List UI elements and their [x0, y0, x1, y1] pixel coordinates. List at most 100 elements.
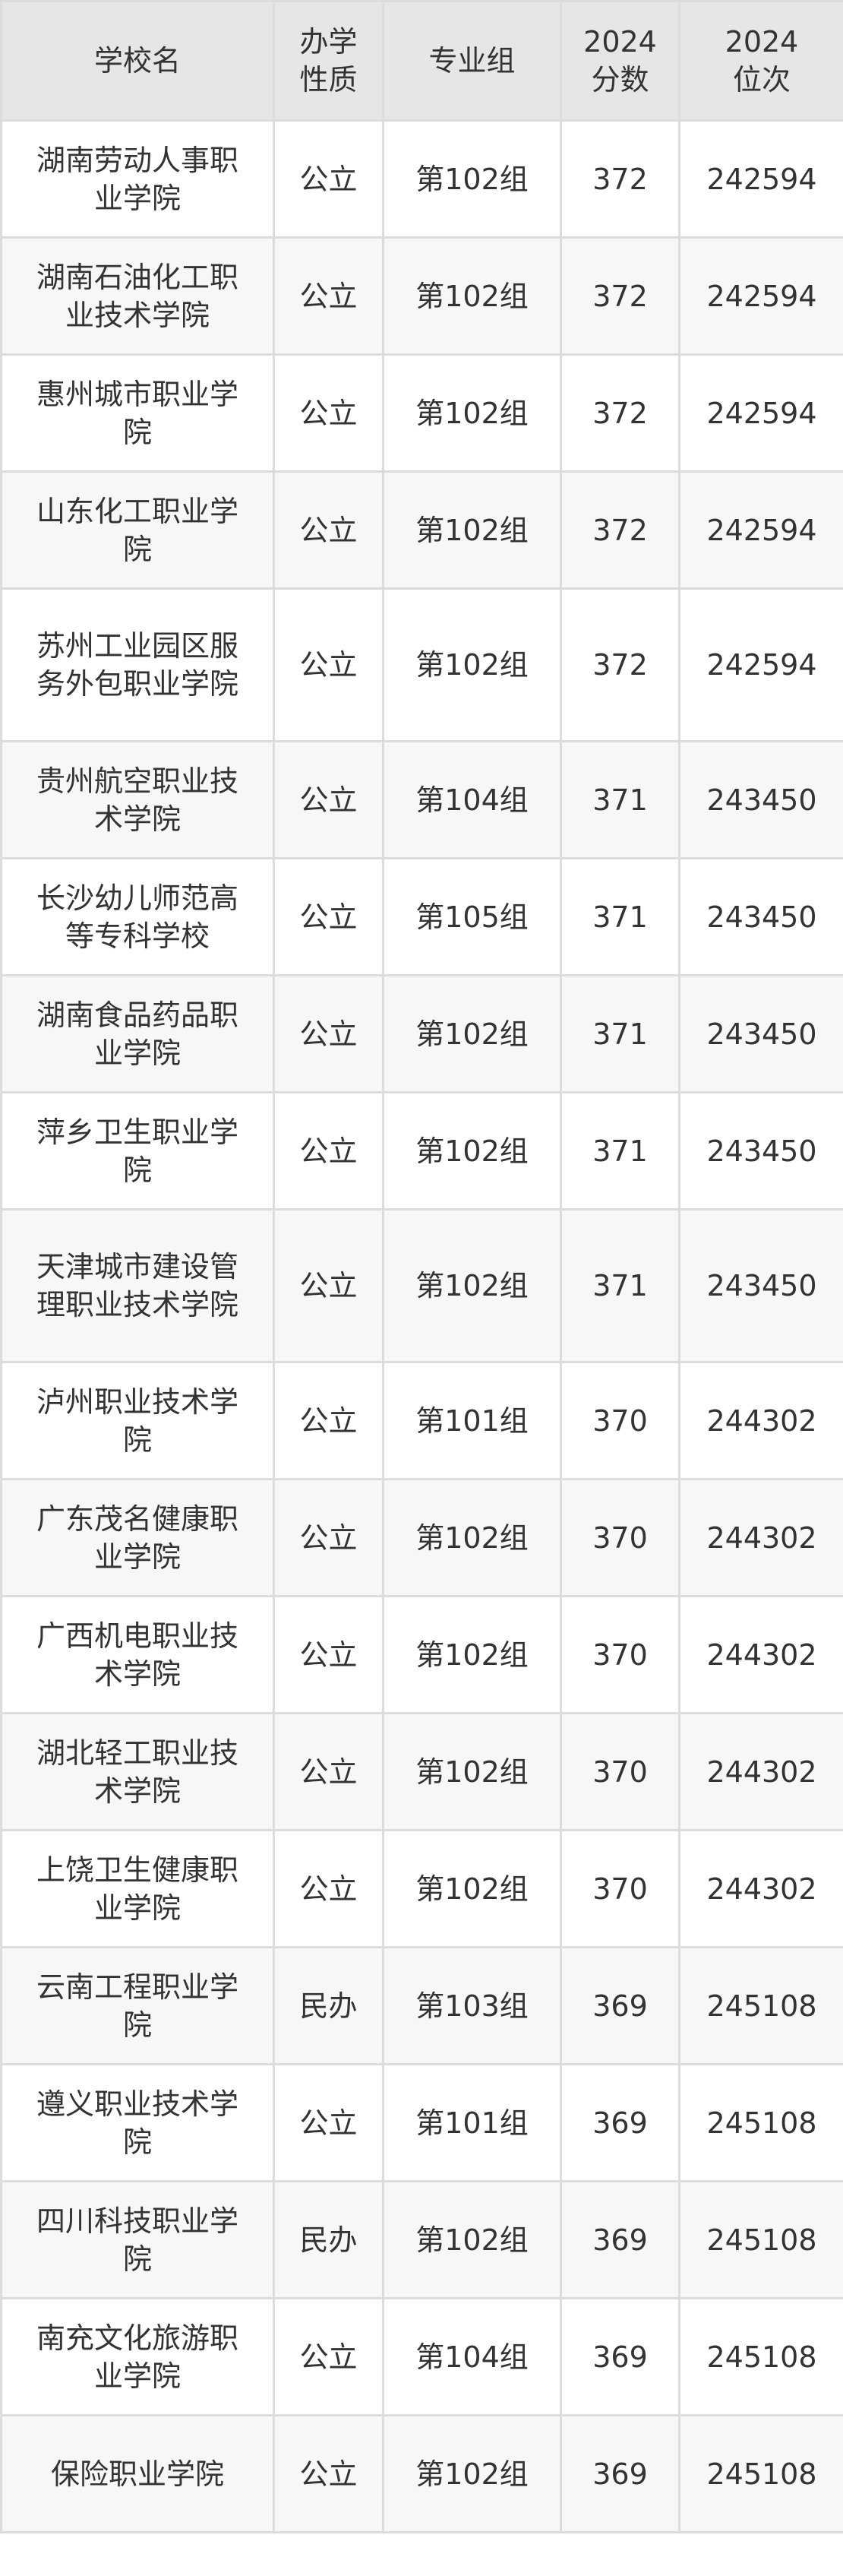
major-group-cell: 第102组: [382, 1712, 562, 1831]
rank-cell: 243450: [678, 1091, 843, 1210]
rank-cell: 243450: [678, 1208, 843, 1363]
school-name-cell: 萍乡卫生职业学院: [0, 1091, 275, 1210]
school-name-cell: 湖北轻工职业技术学院: [0, 1712, 275, 1831]
school-name-cell: 苏州工业园区服务外包职业学院: [0, 587, 275, 742]
school-name-cell: 上饶卫生健康职业学院: [0, 1829, 275, 1948]
score-cell: 371: [560, 1208, 680, 1363]
score-cell: 371: [560, 974, 680, 1093]
major-group-cell: 第102组: [382, 974, 562, 1093]
major-group-cell: 第102组: [382, 1091, 562, 1210]
score-cell: 369: [560, 2414, 680, 2533]
school-type-cell: 公立: [273, 2414, 384, 2533]
header-school-name: 学校名: [0, 0, 275, 122]
table-row: 湖南劳动人事职业学院 公立 第102组 372 242594: [0, 119, 843, 239]
school-name-cell: 广东茂名健康职业学院: [0, 1478, 275, 1597]
major-group-cell: 第101组: [382, 1361, 562, 1480]
school-name-cell: 遵义职业技术学院: [0, 2063, 275, 2182]
score-cell: 372: [560, 587, 680, 742]
header-line: 办学: [299, 25, 358, 59]
rank-cell: 244302: [678, 1829, 843, 1948]
score-cell: 371: [560, 857, 680, 976]
header-line: 分数: [591, 63, 649, 97]
table-row: 广西机电职业技术学院 公立 第102组 370 244302: [0, 1595, 843, 1714]
rank-cell: 244302: [678, 1361, 843, 1480]
school-type-cell: 公立: [273, 1712, 384, 1831]
major-group-cell: 第102组: [382, 1829, 562, 1948]
table-row: 湖南石油化工职业技术学院 公立 第102组 372 242594: [0, 236, 843, 356]
table-body: 湖南劳动人事职业学院 公立 第102组 372 242594 湖南石油化工职业技术学院 公立…: [0, 119, 843, 2533]
school-name-cell: 山东化工职业学院: [0, 470, 275, 590]
rank-cell: 243450: [678, 740, 843, 859]
school-type-cell: 民办: [273, 1946, 384, 2065]
major-group-cell: 第102组: [382, 470, 562, 590]
major-group-cell: 第102组: [382, 2414, 562, 2533]
school-type-cell: 公立: [273, 2297, 384, 2416]
major-group-cell: 第102组: [382, 353, 562, 473]
score-cell: 369: [560, 2063, 680, 2182]
school-type-cell: 公立: [273, 353, 384, 473]
rank-cell: 245108: [678, 1946, 843, 2065]
score-cell: 370: [560, 1712, 680, 1831]
school-name-cell: 湖南石油化工职业技术学院: [0, 236, 275, 356]
header-2024-score: 2024 分数: [560, 0, 680, 122]
score-cell: 370: [560, 1361, 680, 1480]
rank-cell: 244302: [678, 1478, 843, 1597]
table-row: 保险职业学院 公立 第102组 369 245108: [0, 2414, 843, 2533]
score-cell: 369: [560, 2297, 680, 2416]
table-row: 南充文化旅游职业学院 公立 第104组 369 245108: [0, 2297, 843, 2416]
table-row: 泸州职业技术学院 公立 第101组 370 244302: [0, 1361, 843, 1480]
header-school-type: 办学 性质: [273, 0, 384, 122]
school-name-cell: 湖南劳动人事职业学院: [0, 119, 275, 239]
table-row: 长沙幼儿师范高等专科学校 公立 第105组 371 243450: [0, 857, 843, 976]
score-cell: 372: [560, 353, 680, 473]
school-type-cell: 公立: [273, 1208, 384, 1363]
school-name-cell: 云南工程职业学院: [0, 1946, 275, 2065]
school-name-cell: 泸州职业技术学院: [0, 1361, 275, 1480]
major-group-cell: 第102组: [382, 587, 562, 742]
header-line: 2024: [583, 25, 657, 59]
table-row: 湖南食品药品职业学院 公立 第102组 371 243450: [0, 974, 843, 1093]
major-group-cell: 第105组: [382, 857, 562, 976]
table-row: 上饶卫生健康职业学院 公立 第102组 370 244302: [0, 1829, 843, 1948]
school-type-cell: 公立: [273, 1595, 384, 1714]
table-row: 云南工程职业学院 民办 第103组 369 245108: [0, 1946, 843, 2065]
major-group-cell: 第102组: [382, 119, 562, 239]
school-name-cell: 贵州航空职业技术学院: [0, 740, 275, 859]
major-group-cell: 第104组: [382, 740, 562, 859]
header-line: 学校名: [93, 44, 181, 78]
school-type-cell: 公立: [273, 974, 384, 1093]
rank-cell: 243450: [678, 857, 843, 976]
score-cell: 372: [560, 236, 680, 356]
school-name-cell: 惠州城市职业学院: [0, 353, 275, 473]
rank-cell: 243450: [678, 974, 843, 1093]
major-group-cell: 第102组: [382, 236, 562, 356]
score-cell: 371: [560, 740, 680, 859]
major-group-cell: 第101组: [382, 2063, 562, 2182]
school-name-cell: 保险职业学院: [0, 2414, 275, 2533]
table-row: 遵义职业技术学院 公立 第101组 369 245108: [0, 2063, 843, 2182]
rank-cell: 244302: [678, 1712, 843, 1831]
header-line: 专业组: [428, 44, 516, 78]
school-type-cell: 公立: [273, 2063, 384, 2182]
school-name-cell: 南充文化旅游职业学院: [0, 2297, 275, 2416]
major-group-cell: 第103组: [382, 1946, 562, 2065]
table-row: 萍乡卫生职业学院 公立 第102组 371 243450: [0, 1091, 843, 1210]
school-type-cell: 公立: [273, 470, 384, 590]
school-type-cell: 民办: [273, 2180, 384, 2299]
rank-cell: 242594: [678, 119, 843, 239]
rank-cell: 242594: [678, 353, 843, 473]
school-type-cell: 公立: [273, 857, 384, 976]
major-group-cell: 第102组: [382, 1208, 562, 1363]
rank-cell: 245108: [678, 2414, 843, 2533]
school-name-cell: 天津城市建设管理职业技术学院: [0, 1208, 275, 1363]
school-type-cell: 公立: [273, 1091, 384, 1210]
table-row: 山东化工职业学院 公立 第102组 372 242594: [0, 470, 843, 590]
table-row: 惠州城市职业学院 公立 第102组 372 242594: [0, 353, 843, 473]
rank-cell: 242594: [678, 236, 843, 356]
score-cell: 370: [560, 1478, 680, 1597]
major-group-cell: 第102组: [382, 1478, 562, 1597]
header-major-group: 专业组: [382, 0, 562, 122]
school-type-cell: 公立: [273, 1361, 384, 1480]
header-line: 位次: [732, 63, 791, 97]
